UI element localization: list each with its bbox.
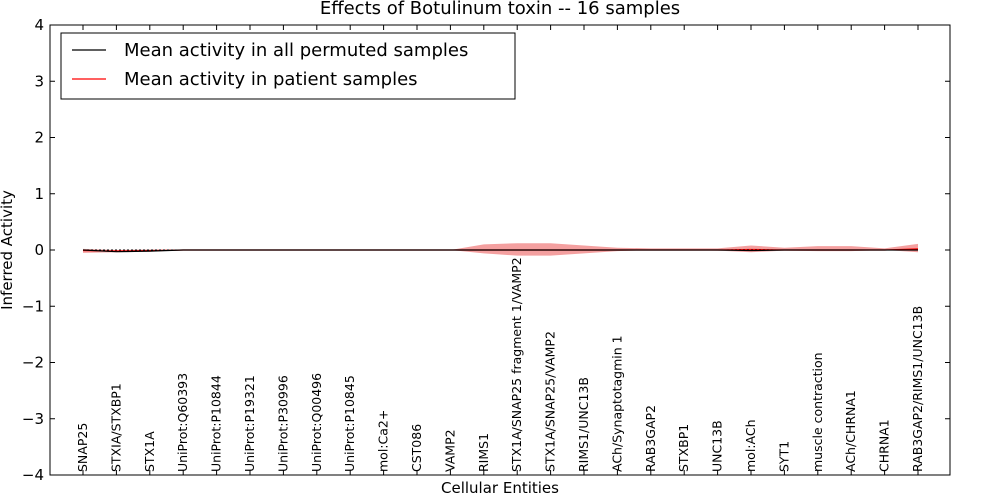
x-tick-label: ACh/Synaptotagmin 1 — [609, 335, 624, 472]
x-tick-label: STX1A/SNAP25 fragment 1/VAMP2 — [509, 257, 524, 472]
y-tick-label: 2 — [34, 129, 44, 147]
x-axis-label: Cellular Entities — [441, 479, 559, 497]
y-tick-label: −4 — [22, 466, 44, 484]
x-tick-label: CHRNA1 — [877, 419, 892, 472]
x-tick-label: UniProt:P30996 — [275, 375, 290, 472]
x-tick-label: STXBP1 — [676, 424, 691, 472]
x-tick-label: UNC13B — [710, 420, 725, 472]
y-tick-label: −2 — [22, 354, 44, 372]
y-tick-label: 1 — [34, 185, 44, 203]
x-tick-label: ACh/CHRNA1 — [843, 390, 858, 472]
x-tick-label: RIMS1/UNC13B — [576, 377, 591, 472]
x-axis-ticks: SNAP25 STXIA/STXBP1 STX1A UniProt:Q60393 Uni… — [75, 25, 925, 475]
y-tick-label: −3 — [22, 410, 44, 428]
y-tick-label: 0 — [34, 241, 44, 259]
x-tick-label: CST086 — [409, 424, 424, 472]
x-tick-label: UniProt:P19321 — [242, 375, 257, 472]
x-tick-label: mol:Ca2+ — [376, 410, 391, 472]
x-tick-label: mol:ACh — [743, 420, 758, 473]
x-tick-label: UniProt:P10845 — [342, 375, 357, 472]
legend-label-permuted: Mean activity in all permuted samples — [124, 40, 468, 61]
chart-title: Effects of Botulinum toxin -- 16 samples — [320, 0, 680, 19]
y-tick-label: 3 — [34, 72, 44, 90]
x-tick-label: UniProt:Q00496 — [309, 373, 324, 472]
plot-frame — [49, 24, 951, 476]
x-tick-label: UniProt:Q60393 — [175, 373, 190, 472]
legend: Mean activity in all permuted samples Me… — [60, 32, 516, 100]
x-tick-label: UniProt:P10844 — [209, 375, 224, 472]
x-tick-label: RAB3GAP2 — [643, 405, 658, 472]
x-tick-label: STX1A/SNAP25/VAMP2 — [543, 331, 558, 472]
legend-box — [60, 32, 516, 100]
x-tick-label: SNAP25 — [75, 423, 90, 472]
x-tick-label: STX1A — [142, 431, 157, 472]
legend-label-patient: Mean activity in patient samples — [124, 69, 418, 90]
y-axis-ticks: −4 −3 −2 −1 0 1 2 3 4 — [22, 16, 950, 484]
y-tick-label: 4 — [34, 16, 44, 34]
y-tick-label: −1 — [22, 297, 44, 315]
x-tick-label: RAB3GAP2/RIMS1/UNC13B — [910, 306, 925, 472]
y-axis-label: Inferred Activity — [0, 190, 16, 310]
x-tick-label: SYT1 — [776, 441, 791, 472]
series-lines — [82, 248, 919, 253]
x-tick-label: muscle contraction — [810, 352, 825, 472]
x-tick-label: STXIA/STXBP1 — [108, 383, 123, 472]
x-tick-label: VAMP2 — [442, 429, 457, 472]
x-tick-label: RIMS1 — [476, 433, 491, 472]
